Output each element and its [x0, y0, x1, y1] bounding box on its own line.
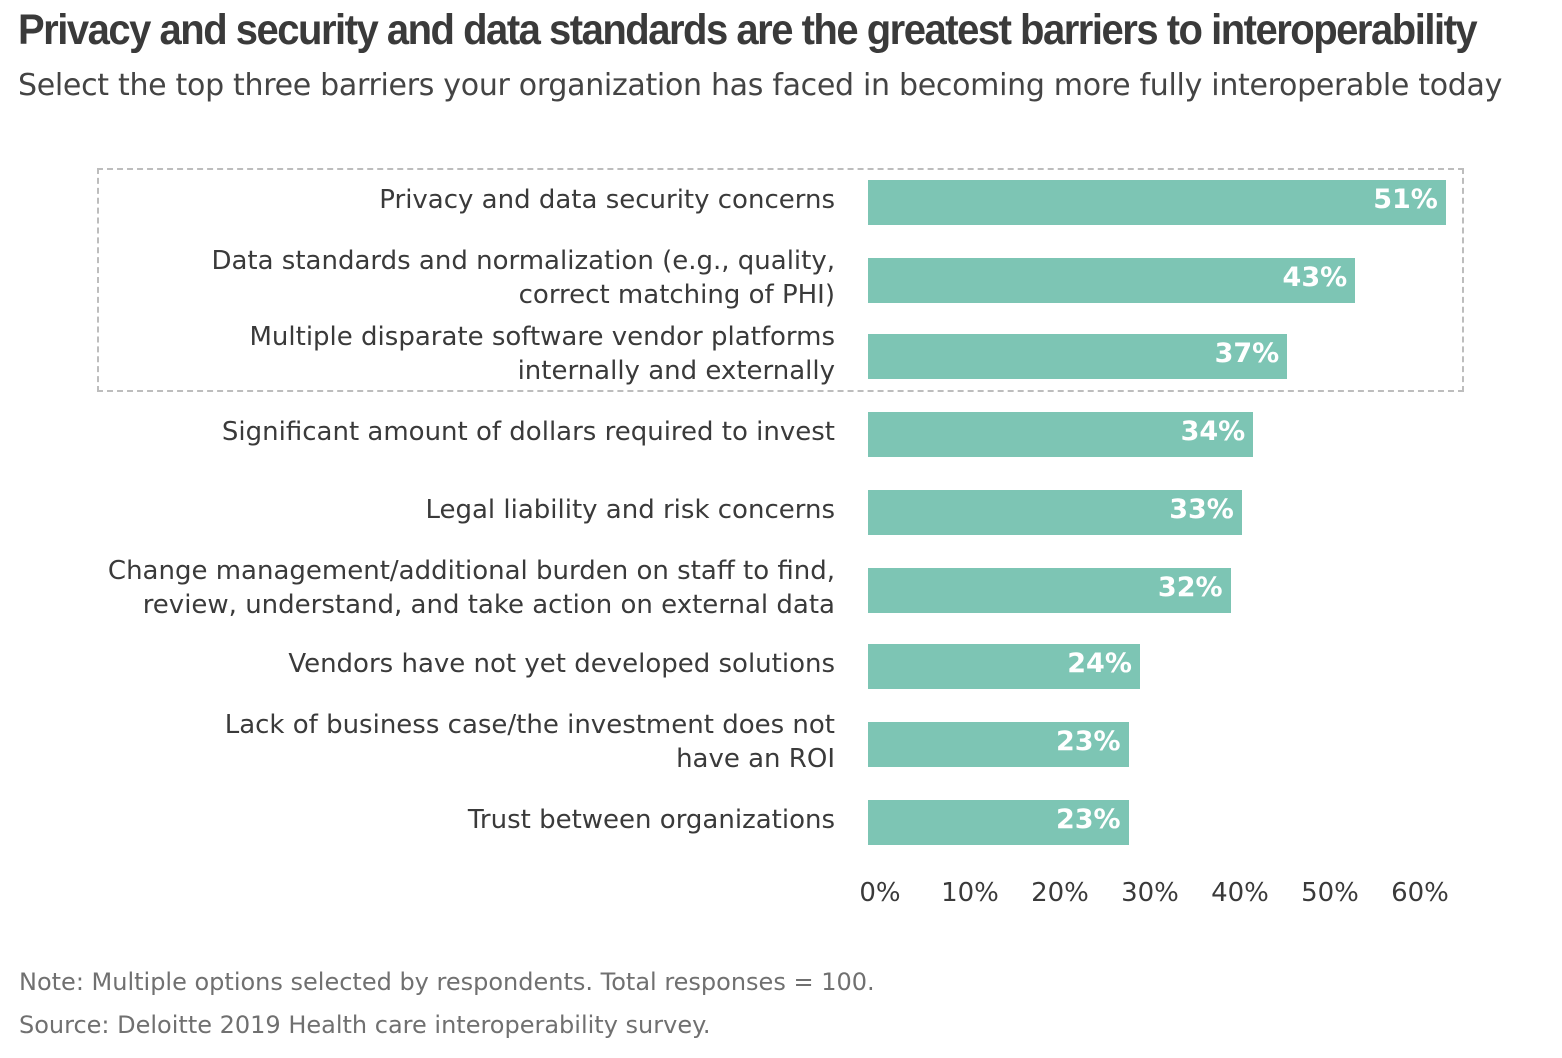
x-tick-label: 40%: [1211, 878, 1269, 908]
category-label-line: review, understand, and take action on e…: [142, 590, 835, 620]
category-label-line: Significant amount of dollars required t…: [221, 417, 835, 447]
bar: [868, 411, 1254, 457]
bar-value-label: 43%: [1282, 262, 1348, 293]
footer-source: Source: Deloitte 2019 Health care intero…: [19, 1011, 711, 1039]
bar: [868, 333, 1288, 379]
category-label-line: have an ROI: [676, 744, 835, 774]
category-label: Change management/additional burden on s…: [108, 554, 835, 622]
x-tick-label: 20%: [1031, 878, 1089, 908]
category-label: Lack of business case/the investment doe…: [225, 708, 835, 776]
bar-value-label: 33%: [1169, 494, 1234, 525]
bar: [868, 567, 1231, 613]
bar: [868, 643, 1140, 689]
category-label: Legal liability and risk concerns: [425, 493, 835, 527]
category-label-line: internally and externally: [517, 356, 835, 386]
category-label: Data standards and normalization (e.g., …: [211, 244, 835, 312]
x-tick-label: 60%: [1391, 878, 1449, 908]
category-label-line: Change management/additional burden on s…: [107, 556, 835, 586]
x-tick-label: 0%: [859, 878, 901, 908]
footer-note: Note: Multiple options selected by respo…: [19, 968, 875, 996]
category-label-line: Privacy and data security concerns: [379, 185, 835, 215]
category-label-line: Multiple disparate software vendor platf…: [249, 322, 836, 352]
category-label: Privacy and data security concerns: [379, 183, 835, 217]
category-label: Significant amount of dollars required t…: [222, 415, 835, 449]
bar-value-label: 37%: [1214, 338, 1280, 369]
category-label-line: correct matching of PHI): [518, 280, 835, 310]
category-label-line: Lack of business case/the investment doe…: [224, 710, 835, 740]
chart-subtitle: Select the top three barriers your organ…: [18, 68, 1503, 103]
category-label-line: Legal liability and risk concerns: [425, 495, 835, 525]
x-tick-label: 30%: [1121, 878, 1179, 908]
category-label: Trust between organizations: [468, 803, 835, 837]
bar: [868, 257, 1356, 303]
bar: [868, 489, 1242, 535]
bar: [868, 799, 1129, 845]
x-tick-label: 50%: [1301, 878, 1359, 908]
bar-value-label: 32%: [1157, 572, 1223, 603]
category-label-line: Vendors have not yet developed solutions: [288, 649, 835, 679]
bar: [868, 721, 1129, 767]
x-tick-label: 10%: [941, 878, 999, 908]
category-label-line: Data standards and normalization (e.g., …: [211, 246, 835, 276]
bar-value-label: 23%: [1055, 804, 1121, 835]
bar-value-label: 24%: [1067, 648, 1132, 679]
bar-value-label: 51%: [1373, 184, 1438, 215]
category-label: Multiple disparate software vendor platf…: [250, 320, 836, 388]
bar: [868, 179, 1446, 225]
bar-value-label: 23%: [1055, 726, 1121, 757]
bar-value-label: 34%: [1180, 416, 1246, 447]
category-label-line: Trust between organizations: [467, 805, 835, 835]
category-label: Vendors have not yet developed solutions: [288, 647, 835, 681]
chart-title: Privacy and security and data standards …: [18, 6, 1478, 54]
top-three-highlight-box: [97, 168, 1464, 392]
